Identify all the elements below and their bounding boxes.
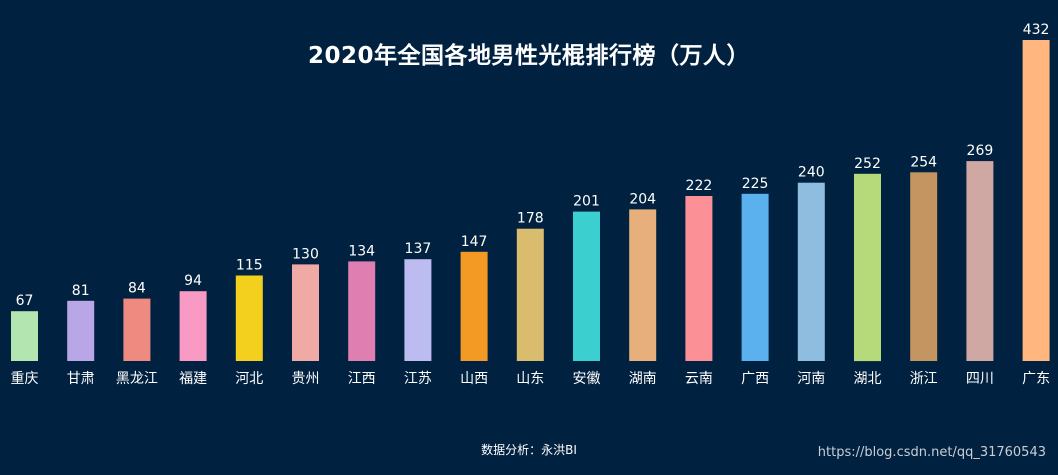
data-label-重庆: 67 xyxy=(16,293,34,309)
x-tick-label-湖北: 湖北 xyxy=(854,371,882,387)
bar-安徽[interactable] xyxy=(573,211,600,361)
x-tick-label-四川: 四川 xyxy=(966,371,994,387)
bar-黑龙江[interactable] xyxy=(123,298,151,361)
bar-江苏[interactable] xyxy=(404,259,432,361)
bar-浙江[interactable] xyxy=(910,172,938,361)
x-tick-label-山西: 山西 xyxy=(460,371,488,387)
data-label-湖南: 204 xyxy=(629,191,656,207)
chart-title: 2020年全国各地男性光棍排行榜（万人） xyxy=(307,43,750,69)
x-tick-label-云南: 云南 xyxy=(685,371,713,387)
bar-河南[interactable] xyxy=(797,182,825,361)
data-label-四川: 269 xyxy=(967,143,994,159)
x-tick-label-贵州: 贵州 xyxy=(292,371,320,387)
x-tick-label-山东: 山东 xyxy=(516,371,544,387)
x-tick-label-安徽: 安徽 xyxy=(573,371,601,387)
data-source-label: 数据分析：永洪BI xyxy=(481,443,577,457)
data-label-山东: 178 xyxy=(517,211,544,227)
x-tick-label-福建: 福建 xyxy=(179,371,207,387)
x-tick-label-广东: 广东 xyxy=(1022,371,1050,387)
data-label-福建: 94 xyxy=(184,273,202,289)
data-label-浙江: 254 xyxy=(910,154,937,170)
data-label-河北: 115 xyxy=(236,258,263,274)
data-label-甘肃: 81 xyxy=(72,283,90,299)
x-tick-label-浙江: 浙江 xyxy=(910,371,938,387)
x-tick-label-广西: 广西 xyxy=(741,371,769,387)
data-label-黑龙江: 84 xyxy=(128,281,146,297)
bar-云南[interactable] xyxy=(685,196,713,361)
bar-山东[interactable] xyxy=(516,228,544,361)
data-label-云南: 222 xyxy=(686,178,713,194)
data-label-广东: 432 xyxy=(1023,22,1050,38)
bar-四川[interactable] xyxy=(966,161,994,361)
bar-河北[interactable] xyxy=(235,275,263,362)
x-tick-label-重庆: 重庆 xyxy=(11,371,39,387)
data-label-广西: 225 xyxy=(742,176,769,192)
x-tick-label-河南: 河南 xyxy=(797,371,825,387)
x-tick-label-河北: 河北 xyxy=(235,371,263,387)
x-tick-label-黑龙江: 黑龙江 xyxy=(116,371,158,387)
bar-福建[interactable] xyxy=(179,291,207,361)
data-label-山西: 147 xyxy=(461,234,488,250)
data-label-江苏: 137 xyxy=(405,241,432,257)
bar-湖南[interactable] xyxy=(629,209,657,361)
bar-广东[interactable] xyxy=(1022,40,1050,361)
data-label-河南: 240 xyxy=(798,165,825,181)
data-label-江西: 134 xyxy=(348,243,375,259)
bar-江西[interactable] xyxy=(348,261,376,361)
x-tick-label-江西: 江西 xyxy=(348,371,376,387)
x-tick-label-湖南: 湖南 xyxy=(629,371,657,387)
data-label-湖北: 252 xyxy=(854,156,881,172)
bar-广西[interactable] xyxy=(741,193,769,361)
data-label-安徽: 201 xyxy=(573,194,600,210)
bar-山西[interactable] xyxy=(460,251,488,361)
data-label-贵州: 130 xyxy=(292,246,319,262)
x-tick-label-江苏: 江苏 xyxy=(404,371,432,387)
x-tick-label-甘肃: 甘肃 xyxy=(67,371,95,387)
bar-湖北[interactable] xyxy=(854,173,881,362)
bar-甘肃[interactable] xyxy=(67,300,95,361)
bar-重庆[interactable] xyxy=(11,311,38,361)
watermark-url: https://blog.csdn.net/qq_31760543 xyxy=(817,445,1046,460)
bar-贵州[interactable] xyxy=(292,264,319,361)
